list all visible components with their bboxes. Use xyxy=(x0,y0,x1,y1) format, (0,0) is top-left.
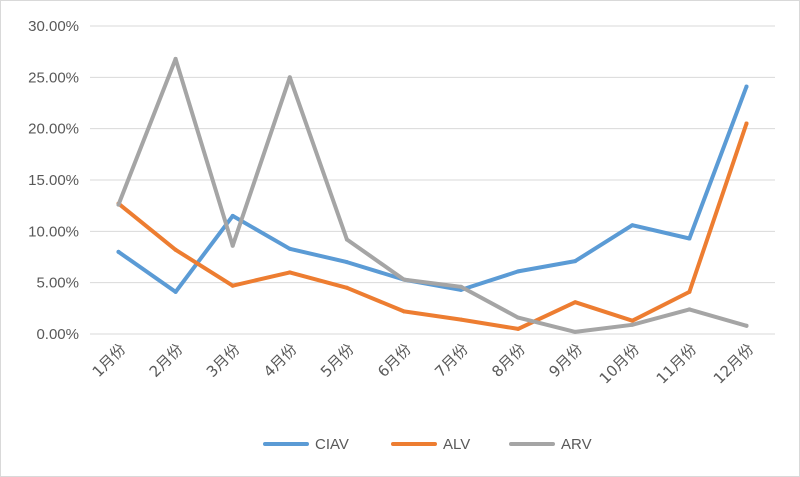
x-axis-ticks: 1月份 2月份 3月份 4月份 5月份 6月份 7月份 8月份 9月份 10月份 11月份 12月份 xyxy=(89,340,758,387)
data-point-alv xyxy=(687,289,692,294)
x-tick-label: 4月份 xyxy=(260,340,301,381)
x-tick-label: 3月份 xyxy=(203,340,244,381)
y-tick-label: 20.00% xyxy=(28,121,79,138)
y-tick-label: 0.00% xyxy=(36,326,79,343)
x-tick-label: 11月份 xyxy=(653,340,700,387)
data-point-alv xyxy=(630,318,635,323)
y-tick-label: 30.00% xyxy=(28,18,79,35)
data-point-ciav xyxy=(630,223,635,228)
data-point-ciav xyxy=(116,249,121,254)
data-point-arv xyxy=(344,237,349,242)
data-point-arv xyxy=(230,243,235,248)
data-point-alv xyxy=(573,300,578,305)
data-point-alv xyxy=(459,317,463,322)
y-axis-ticks: 0.00% 5.00% 10.00% 15.00% 20.00% 25.00% 30.00% xyxy=(28,18,79,343)
legend-label-alv: ALV xyxy=(443,436,470,453)
data-point-ciav xyxy=(687,236,692,241)
x-tick-label: 5月份 xyxy=(317,340,358,381)
series-line-alv xyxy=(116,121,749,331)
series-line-ciav xyxy=(116,84,749,294)
x-tick-label: 12月份 xyxy=(710,340,757,387)
data-point-alv xyxy=(230,283,235,288)
data-point-arv xyxy=(630,322,635,327)
x-tick-label: 7月份 xyxy=(431,340,472,381)
gridlines xyxy=(90,25,775,335)
data-point-arv xyxy=(116,202,121,207)
legend-label-arv: ARV xyxy=(561,436,592,453)
y-tick-label: 15.00% xyxy=(28,172,79,189)
data-point-alv xyxy=(173,247,178,252)
data-point-ciav xyxy=(173,289,178,294)
data-point-ciav xyxy=(516,269,521,274)
data-point-arv xyxy=(573,329,578,334)
data-point-ciav xyxy=(344,260,349,265)
data-point-arv xyxy=(687,307,692,312)
x-tick-label: 10月份 xyxy=(596,340,643,387)
x-tick-label: 2月份 xyxy=(146,340,187,381)
data-point-alv xyxy=(744,121,749,126)
data-point-arv xyxy=(402,277,406,282)
data-point-alv xyxy=(287,270,292,275)
data-point-alv xyxy=(344,285,349,290)
data-point-arv xyxy=(173,56,178,61)
data-point-arv xyxy=(287,75,292,80)
y-tick-label: 5.00% xyxy=(36,275,79,292)
data-point-ciav xyxy=(573,259,578,264)
data-point-ciav xyxy=(230,213,235,218)
data-point-alv xyxy=(516,326,521,331)
x-tick-label: 6月份 xyxy=(374,340,415,381)
data-point-arv xyxy=(459,284,463,289)
data-point-arv xyxy=(744,323,749,328)
data-point-ciav xyxy=(287,246,292,251)
x-tick-label: 1月份 xyxy=(89,340,130,381)
x-tick-label: 9月份 xyxy=(545,340,586,381)
data-point-alv xyxy=(402,309,406,314)
legend: CIAV ALV ARV xyxy=(263,436,592,453)
y-tick-label: 10.00% xyxy=(28,223,79,240)
y-tick-label: 25.00% xyxy=(28,69,79,86)
data-point-ciav xyxy=(744,84,749,89)
series-lines xyxy=(116,56,749,334)
x-tick-label: 8月份 xyxy=(488,340,529,381)
data-point-arv xyxy=(516,315,521,320)
legend-label-ciav: CIAV xyxy=(315,436,349,453)
series-line-arv xyxy=(116,56,749,334)
